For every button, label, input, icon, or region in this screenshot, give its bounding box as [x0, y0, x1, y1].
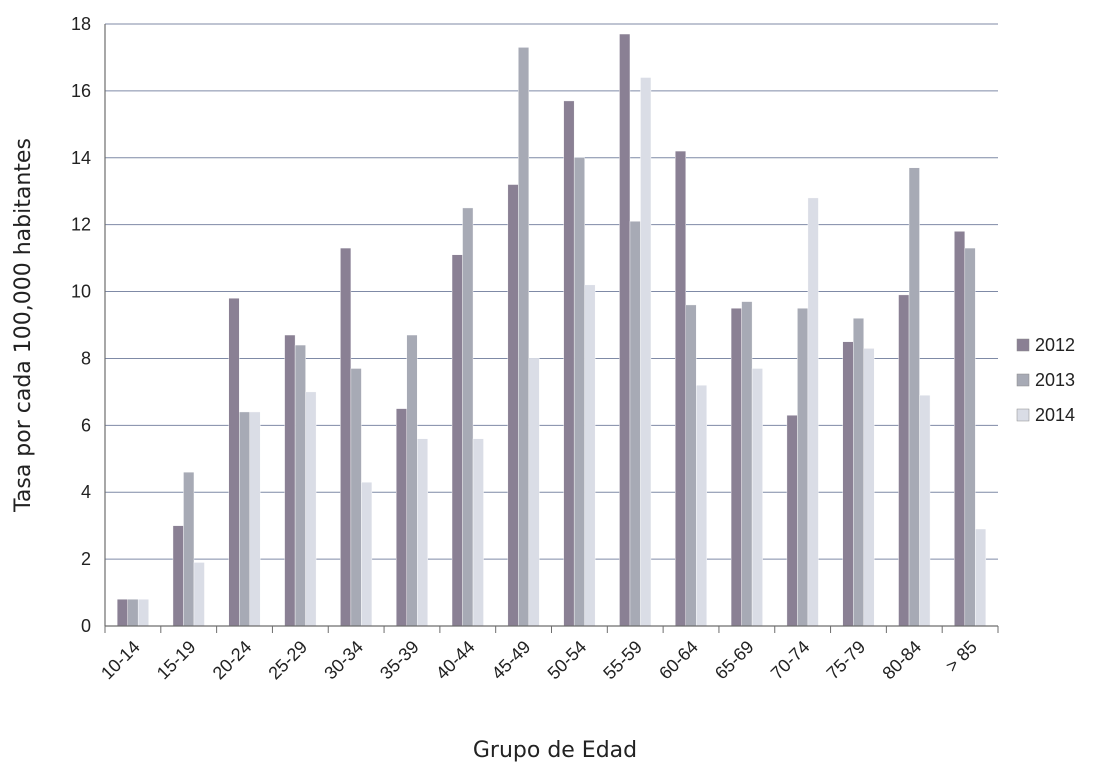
x-tick-label: 25-29 [264, 637, 311, 684]
bar-2012-1014 [116, 599, 128, 627]
bar-2012-4044 [451, 254, 463, 627]
legend-swatch-2014 [1016, 408, 1030, 422]
bar-2012-5559 [619, 33, 631, 627]
legend-swatch-2012 [1016, 338, 1030, 352]
y-tick-label: 12 [71, 215, 91, 235]
x-tick-label: 60-64 [655, 637, 702, 684]
bar-2014-1519 [193, 562, 205, 627]
legend-label-2013: 2013 [1035, 370, 1075, 390]
bar-2014-7579 [863, 348, 875, 627]
x-tick-label: 65-69 [711, 637, 758, 684]
bar-2013-7074 [797, 308, 809, 627]
legend-label-2012: 2012 [1035, 335, 1075, 355]
bar-2012-2024 [228, 298, 240, 627]
bar-2014-85 [975, 528, 987, 627]
bar-2014-7074 [807, 197, 819, 627]
bar-2013-8084 [908, 167, 920, 627]
legend-label-2014: 2014 [1035, 405, 1075, 425]
x-tick-label: 75-79 [823, 637, 870, 684]
bar-2013-6569 [741, 301, 753, 627]
y-tick-label: 16 [71, 81, 91, 101]
y-axis-title: Tasa por cada 100,000 habitantes [11, 138, 36, 513]
x-tick-label: 55-59 [599, 637, 646, 684]
x-tick-label: 80-84 [878, 637, 925, 684]
bar-2012-8084 [898, 294, 910, 627]
x-tick-label: 50-54 [544, 637, 591, 684]
y-tick-label: 14 [71, 148, 91, 168]
bar-2013-85 [964, 247, 976, 627]
bar-2013-4549 [518, 47, 530, 627]
legend: 2012 2013 2014 [1016, 335, 1075, 425]
x-tick-label: 40-44 [432, 637, 479, 684]
bar-2013-6064 [685, 304, 697, 627]
y-tick-label: 6 [81, 415, 91, 435]
bar-2013-1519 [183, 471, 195, 627]
legend-swatch-2013 [1016, 373, 1030, 387]
x-tick-label: 45-49 [488, 637, 535, 684]
bar-2014-2024 [249, 411, 261, 627]
bar-2012-7074 [786, 415, 798, 627]
bar-2013-7579 [853, 318, 864, 627]
x-tick-label: > 85 [942, 637, 981, 676]
y-tick-label: 18 [71, 14, 91, 34]
y-tick-labels: 0 2 4 6 8 10 12 14 16 18 [71, 14, 91, 636]
bar-2012-3539 [396, 408, 407, 627]
y-tick-label: 2 [81, 549, 91, 569]
bar-2014-5559 [640, 77, 652, 627]
y-tick-label: 0 [81, 616, 91, 636]
y-tick-label: 10 [71, 282, 91, 302]
bar-2013-1014 [127, 599, 139, 627]
x-tick-labels: 10-14 15-19 20-24 25-29 30-34 35-39 40-44 45-49… [97, 637, 981, 684]
x-axis-title: Grupo de Edad [473, 738, 637, 763]
bar-2012-2529 [284, 334, 296, 627]
bar-2013-3539 [406, 334, 418, 627]
bar-2012-6569 [730, 308, 742, 627]
bar-2014-6064 [696, 385, 707, 627]
bar-2012-5054 [563, 100, 575, 627]
x-tick-label: 30-34 [320, 637, 367, 684]
bar-2014-2529 [305, 391, 317, 627]
bar-2012-7579 [842, 341, 854, 627]
bar-2012-1519 [172, 525, 184, 627]
bar-2012-4549 [507, 184, 519, 627]
bars [116, 33, 987, 627]
bar-2013-5054 [573, 157, 585, 627]
x-tick-label: 15-19 [153, 637, 200, 684]
x-tick-label: 20-24 [209, 637, 256, 684]
y-tick-label: 8 [81, 348, 91, 368]
bar-2014-3034 [361, 481, 373, 627]
bar-2014-8084 [919, 395, 931, 627]
y-tick-label: 4 [81, 482, 91, 502]
axes [104, 24, 999, 633]
bar-2012-6064 [675, 150, 686, 627]
x-tick-label: 35-39 [376, 637, 423, 684]
bar-2013-4044 [462, 207, 474, 627]
bar-2013-2529 [294, 344, 306, 627]
bar-2012-85 [954, 231, 966, 627]
bar-2014-4044 [472, 438, 484, 627]
bar-2013-5559 [629, 221, 641, 627]
x-tick-label: 10-14 [97, 637, 144, 684]
bar-2012-3034 [340, 247, 352, 627]
bar-2014-6569 [751, 368, 763, 627]
bar-2014-3539 [417, 438, 428, 627]
bar-2014-1014 [137, 599, 149, 627]
x-tick-label: 70-74 [767, 637, 814, 684]
bar-2014-5054 [584, 284, 596, 627]
bar-2013-2024 [239, 411, 250, 627]
bar-2013-3034 [350, 368, 362, 627]
bar-2014-4549 [528, 358, 540, 627]
